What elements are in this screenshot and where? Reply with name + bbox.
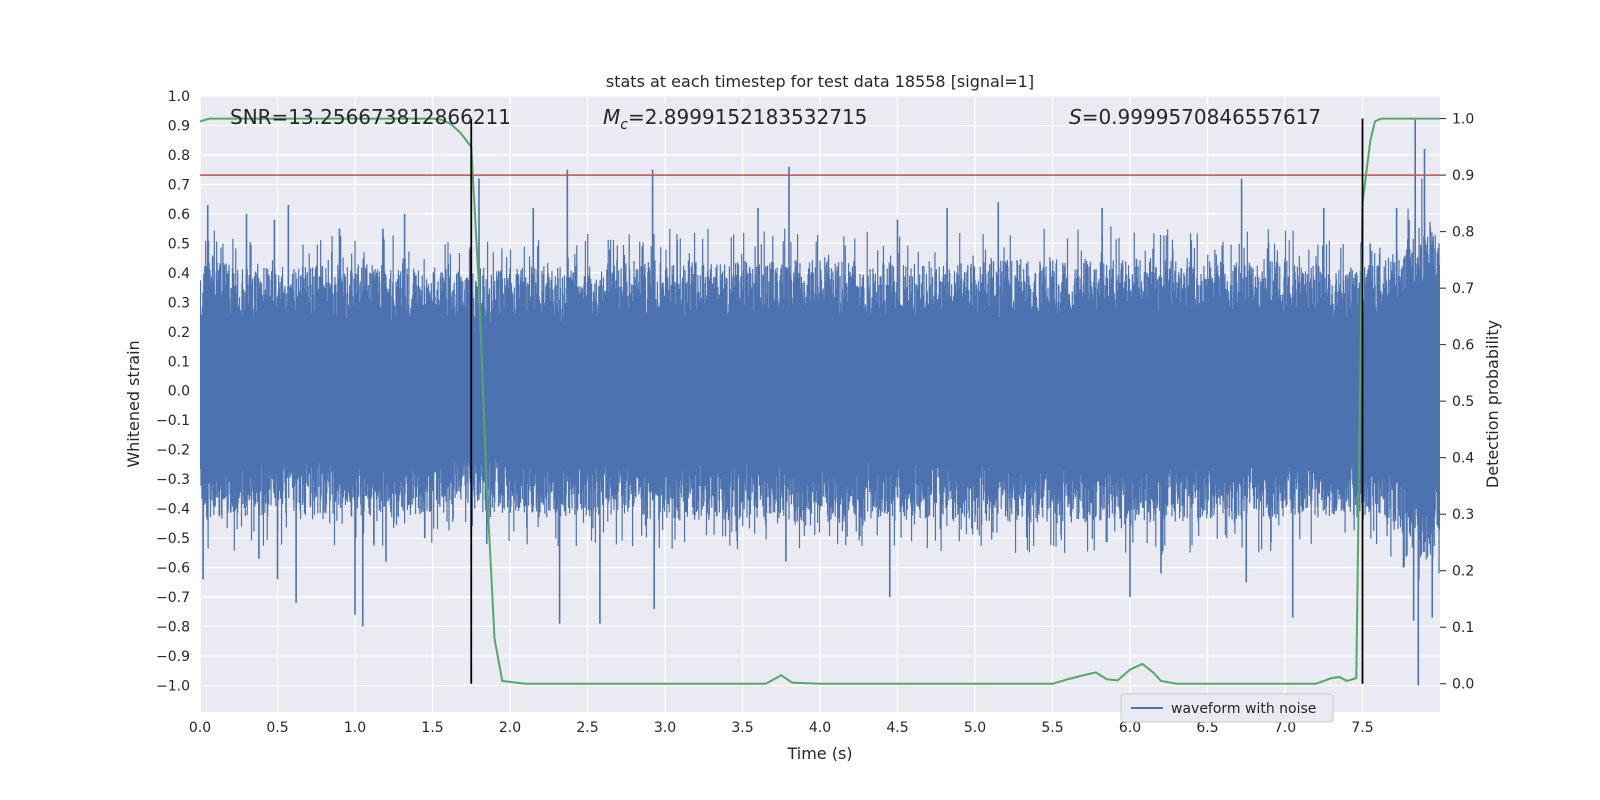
y-tick-label-8: 0.2 (168, 325, 190, 341)
x-tick-label-15: 7.5 (1351, 720, 1373, 736)
x-tick-label-5: 2.5 (576, 720, 598, 736)
y-tick-label-6: 0.4 (168, 266, 190, 282)
x-tick-label-7: 3.5 (731, 720, 753, 736)
x-tick-label-10: 5.0 (964, 720, 986, 736)
y-tick-label-13: −0.3 (156, 472, 190, 488)
x-tick-label-2: 1.0 (344, 720, 366, 736)
x-tick-label-14: 7.0 (1274, 720, 1296, 736)
score-value: =0.9999570846557617 (1082, 105, 1321, 129)
legend-box (1120, 693, 1334, 723)
y2-axis-label: Detection probability (1483, 320, 1502, 488)
chirp-mass-value: =2.8999152183532715 (628, 105, 867, 129)
y-tick-label-16: −0.6 (156, 561, 190, 577)
x-tick-label-11: 5.5 (1041, 720, 1063, 736)
y-tick-label-5: 0.5 (168, 236, 190, 252)
y-tick-label-18: −0.8 (156, 620, 190, 636)
legend-entry-waveform: waveform with noise (1171, 701, 1316, 717)
x-tick-label-9: 4.5 (886, 720, 908, 736)
chirp-mass-annotation: Mc=2.8999152183532715 (603, 105, 867, 133)
x-axis-ticks: 0.0 0.5 1.0 1.5 2.0 2.5 3.0 3.5 4.0 4.5 5.0 5.5 6.0 6… (189, 720, 1374, 736)
y-tick-label-10: 0.0 (168, 384, 190, 400)
y-tick-label-7: 0.3 (168, 295, 190, 311)
x-tick-label-4: 2.0 (499, 720, 521, 736)
y2-tick-label-9: 0.1 (1452, 620, 1474, 636)
x-tick-label-6: 3.0 (654, 720, 676, 736)
score-symbol: S (1069, 105, 1082, 129)
y2-tick-label-6: 0.4 (1452, 451, 1474, 467)
y-axis-label: Whitened strain (124, 340, 143, 467)
y-tick-label-19: −0.9 (156, 649, 190, 665)
y2-tick-label-1: 0.9 (1452, 168, 1474, 184)
y2-tick-label-8: 0.2 (1452, 564, 1474, 580)
waveform-series (200, 119, 1440, 686)
y-tick-label-1: 0.9 (168, 118, 190, 134)
y-axis-ticks: 1.0 0.9 0.8 0.7 0.6 0.5 0.4 0.3 0.2 0.1 0.0 −0.1 −0.… (156, 89, 190, 694)
chart-title: stats at each timestep for test data 185… (606, 72, 1034, 91)
x-axis-label: Time (s) (786, 744, 852, 763)
x-tick-label-13: 6.5 (1196, 720, 1218, 736)
x-tick-label-1: 0.5 (266, 720, 288, 736)
legend: waveform with noise (1120, 693, 1334, 723)
y-tick-label-4: 0.6 (168, 207, 190, 223)
y-tick-label-14: −0.4 (156, 502, 190, 518)
probability-line (199, 117, 1440, 685)
y2-tick-label-2: 0.8 (1452, 225, 1474, 241)
y-tick-label-9: 0.1 (168, 354, 190, 370)
x-tick-label-12: 6.0 (1119, 720, 1141, 736)
score-annotation: S=0.9999570846557617 (1069, 105, 1321, 129)
y-tick-label-2: 0.8 (168, 148, 190, 164)
x-tick-label-0: 0.0 (189, 720, 211, 736)
chirp-mass-subscript: c (620, 117, 628, 133)
y-tick-label-0: 1.0 (168, 89, 190, 105)
chirp-mass-symbol: M (603, 105, 620, 129)
x-tick-label-3: 1.5 (421, 720, 443, 736)
y-tick-label-3: 0.7 (168, 177, 190, 193)
y-tick-label-12: −0.2 (156, 443, 190, 459)
waveform-trace (200, 178, 1440, 580)
probability-series (199, 117, 1440, 685)
x-tick-label-8: 4.0 (809, 720, 831, 736)
y2-tick-label-3: 0.7 (1452, 281, 1474, 297)
y2-tick-label-4: 0.6 (1452, 338, 1474, 354)
marker-lines (470, 118, 1364, 684)
y2-axis-ticks: 1.0 0.9 0.8 0.7 0.6 0.5 0.4 0.3 0.2 0.1 0.0 (1440, 112, 1474, 693)
y2-tick-label-5: 0.5 (1452, 394, 1474, 410)
y-tick-label-20: −1.0 (156, 678, 190, 694)
y2-tick-label-10: 0.0 (1452, 677, 1474, 693)
y-tick-label-17: −0.7 (156, 590, 190, 606)
y2-tick-label-7: 0.3 (1452, 507, 1474, 523)
y-tick-label-11: −0.1 (156, 413, 190, 429)
y-tick-label-15: −0.5 (156, 531, 190, 547)
y2-tick-label-0: 1.0 (1452, 112, 1474, 128)
snr-annotation: SNR=13.256673812866211 (230, 105, 511, 129)
